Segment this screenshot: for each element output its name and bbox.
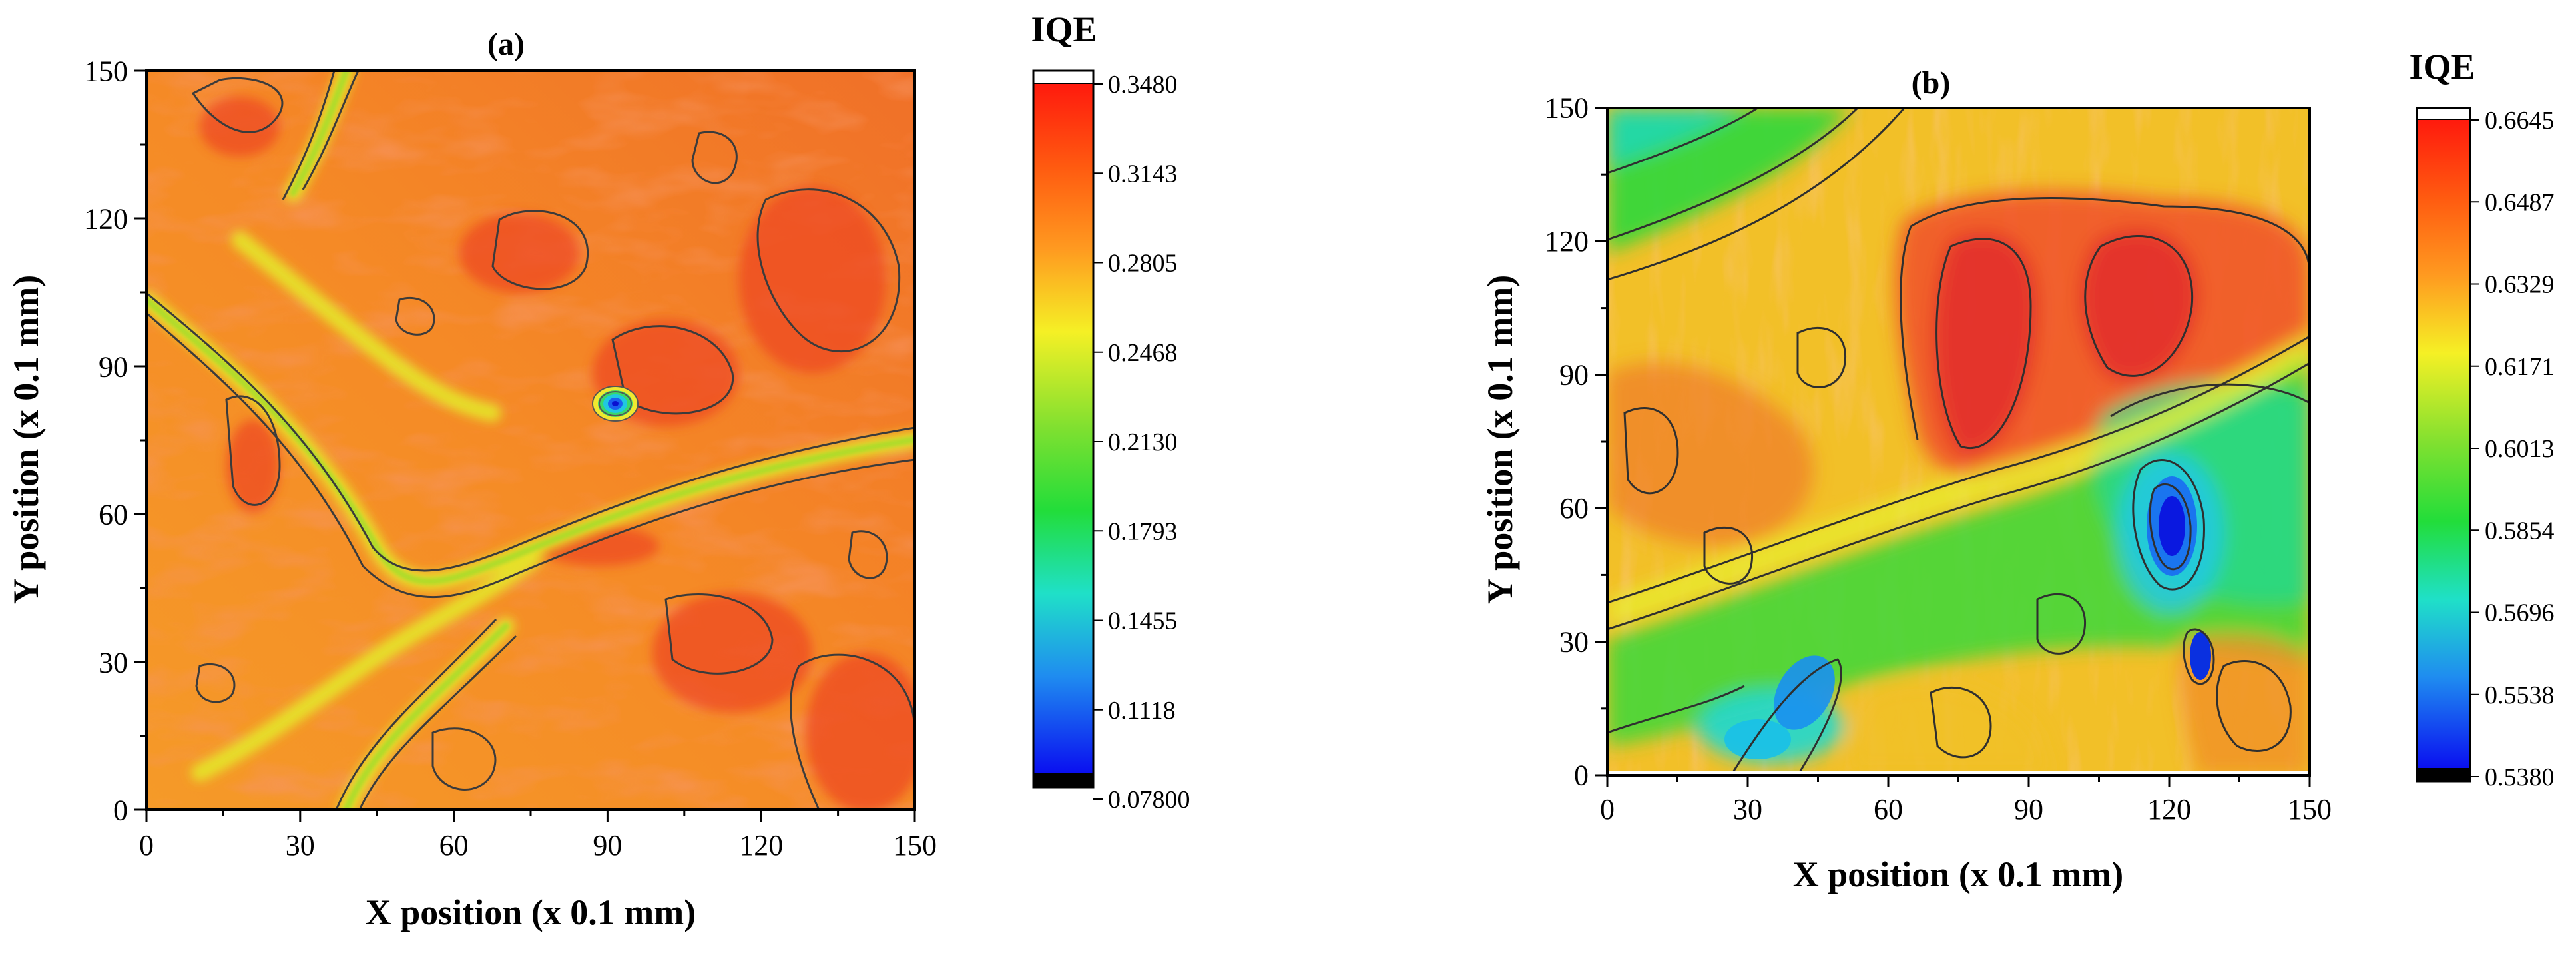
panel-b-axes: 0 30 60 90 120 150 0 30 60 90 120 150 [1545,92,2332,826]
x-tick-label: 0 [1600,793,1615,826]
x-tick-label: 120 [2147,793,2191,826]
colorbar-tick-label: 0.1455 [1108,607,1178,635]
colorbar-tick-label: 0.1793 [1108,517,1178,545]
x-tick-label: 90 [2014,793,2043,826]
panel-a-grain-boundaries [146,71,915,810]
y-tick-label: 120 [1545,225,1589,258]
panel-a: (a) [6,9,1190,932]
colorbar-tick-label: 0.3480 [1108,71,1178,99]
panel-b: (b) [1480,47,2555,894]
panel-a-y-axis-title: Y position (x 0.1 mm) [6,275,46,605]
colorbar-tick-label: 0.07800 [1108,786,1190,814]
panel-b-colorbar-title: IQE [2409,47,2475,87]
panel-b-contours [1607,108,2310,775]
panel-a-colorbar: IQE 0.3480 0.3143 0.2805 0.2468 0.2130 0.1793… [1031,9,1190,814]
panel-b-colorbar: IQE 0.6645 0.6487 0.6329 0.6171 0.6013 0.5854… [2409,47,2554,791]
colorbar-tick-label: 0.5696 [2485,599,2555,627]
y-tick-label: 60 [99,498,128,531]
colorbar-tick-label: 0.5380 [2485,763,2555,791]
y-tick-label: 90 [1559,359,1589,392]
panel-a-defect [592,386,639,422]
y-tick-label: 0 [1574,759,1589,792]
y-tick-label: 60 [1559,492,1589,525]
x-tick-label: 0 [139,829,154,862]
colorbar-tick-label: 0.6645 [2485,107,2555,135]
colorbar-tick-label: 0.6329 [2485,271,2555,299]
y-tick-label: 90 [99,350,128,383]
panel-b-regions [1607,108,2310,775]
panel-a-x-axis-title: X position (x 0.1 mm) [366,892,696,932]
x-tick-label: 30 [286,829,315,862]
colorbar-tick-label: 0.6487 [2485,188,2555,216]
y-tick-label: 150 [84,55,128,87]
panel-a-contours [146,71,915,810]
y-tick-label: 120 [84,202,128,235]
panel-a-heatmap [146,71,915,810]
colorbar-tick-label: 0.2805 [1108,250,1178,278]
colorbar-tick-label: 0.6013 [2485,435,2555,463]
y-tick-label: 30 [99,646,128,679]
colorbar-tick-label: 0.2130 [1108,428,1178,456]
y-tick-label: 150 [1545,92,1589,125]
x-tick-label: 60 [1874,793,1903,826]
colorbar-tick-label: 0.2468 [1108,339,1178,367]
colorbar-tick-label: 0.5538 [2485,681,2555,709]
y-tick-label: 30 [1559,625,1589,658]
x-tick-label: 60 [439,829,469,862]
panel-a-axes: 0 30 60 90 120 150 0 30 60 90 120 150 [84,55,937,862]
colorbar-tick-label: 0.6171 [2485,353,2555,381]
colorbar-tick-label: 0.3143 [1108,160,1178,188]
panel-b-label: (b) [1912,65,1951,101]
x-tick-label: 30 [1733,793,1762,826]
panel-b-y-axis-title: Y position (x 0.1 mm) [1480,275,1520,605]
colorbar-tick-label: 0.1118 [1108,697,1176,725]
y-tick-label: 0 [113,794,128,826]
panel-a-label: (a) [487,27,525,62]
panel-b-heatmap [1607,108,2310,775]
panel-b-defects [1724,476,2211,759]
x-tick-label: 120 [739,829,783,862]
x-tick-label: 90 [593,829,622,862]
panel-a-colorbar-title: IQE [1031,9,1097,49]
x-tick-label: 150 [893,829,937,862]
x-tick-label: 150 [2288,793,2332,826]
colorbar-tick-label: 0.5854 [2485,517,2555,545]
panel-b-x-axis-title: X position (x 0.1 mm) [1793,854,2124,894]
